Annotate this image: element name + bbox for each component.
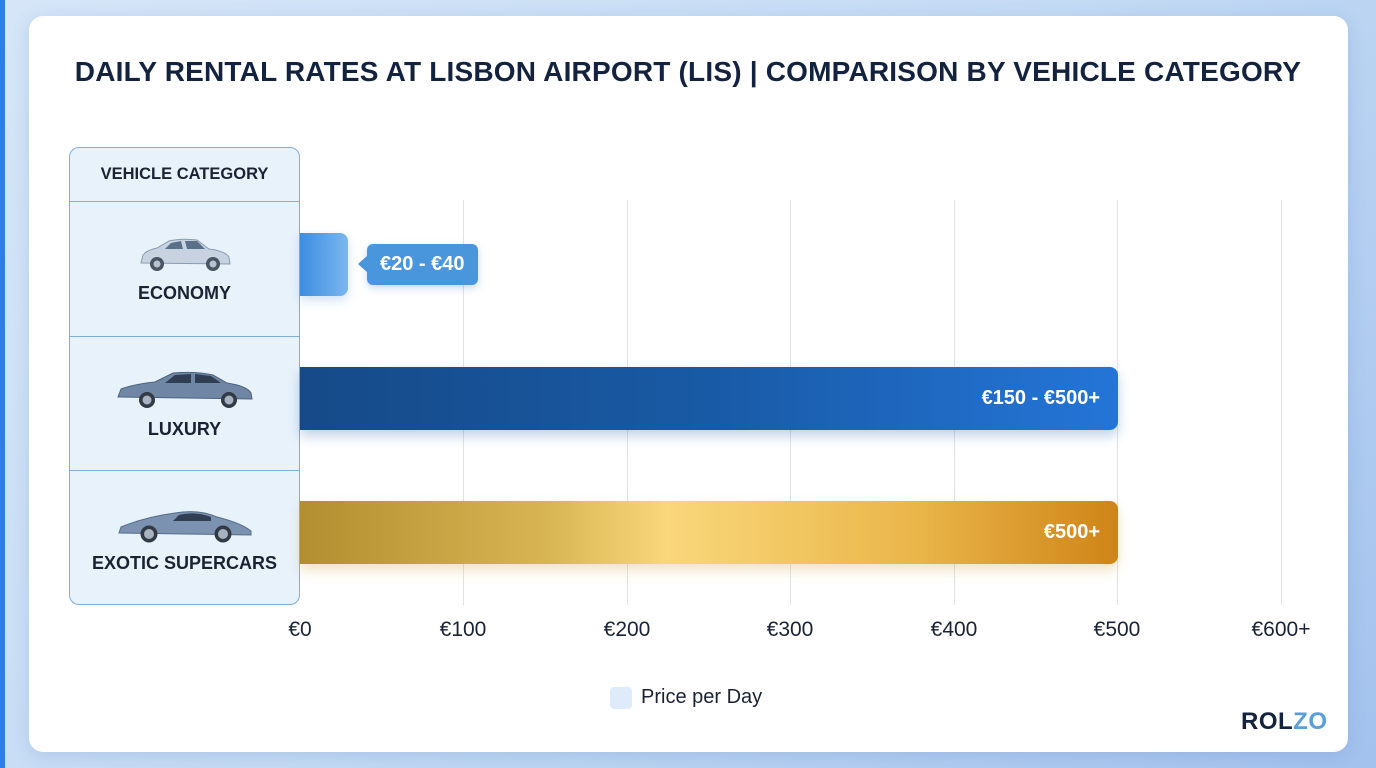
x-tick: €100 xyxy=(439,618,487,641)
category-row-luxury: LUXURY xyxy=(70,337,299,471)
x-tick: €500 xyxy=(1093,618,1141,641)
chart-title: DAILY RENTAL RATES AT LISBON AIRPORT (LI… xyxy=(74,56,1302,87)
category-header: VEHICLE CATEGORY xyxy=(70,148,299,202)
sedan-car-icon xyxy=(116,371,253,408)
x-tick: €400 xyxy=(930,618,978,641)
exotic-price-label: €500+ xyxy=(1043,521,1100,543)
category-label: EXOTIC SUPERCARS xyxy=(91,552,278,573)
category-label: LUXURY xyxy=(147,418,222,439)
x-tick: €600+ xyxy=(1251,618,1311,641)
legend-label: Price per Day xyxy=(641,686,763,708)
legend: Price per Day xyxy=(610,686,762,709)
bar-exotic-supercars: €500+ xyxy=(300,501,1118,564)
hatchback-car-icon xyxy=(139,238,231,272)
category-row-economy: ECONOMY xyxy=(70,202,299,337)
logo-part-1: ROL xyxy=(1241,708,1294,735)
legend-swatch xyxy=(610,686,632,709)
rolzo-logo: ROLZO xyxy=(1241,708,1328,736)
vehicle-category-panel: VEHICLE CATEGORY ECONOMY LUXURY EXOTIC S… xyxy=(69,147,300,605)
economy-price-callout: €20 - €40 xyxy=(358,244,478,285)
supercar-icon xyxy=(117,510,251,543)
x-tick: €200 xyxy=(603,618,651,641)
category-label: ECONOMY xyxy=(137,283,231,304)
bar-luxury: €150 - €500+ xyxy=(300,367,1118,430)
x-tick: €300 xyxy=(766,618,814,641)
gridline-600 xyxy=(1281,200,1282,605)
luxury-price-label: €150 - €500+ xyxy=(981,387,1100,409)
left-accent-stripe xyxy=(0,0,5,768)
bar-economy xyxy=(300,233,348,296)
category-row-exotic: EXOTIC SUPERCARS xyxy=(70,471,299,604)
x-tick: €0 xyxy=(288,618,312,641)
logo-part-2: ZO xyxy=(1293,708,1328,735)
